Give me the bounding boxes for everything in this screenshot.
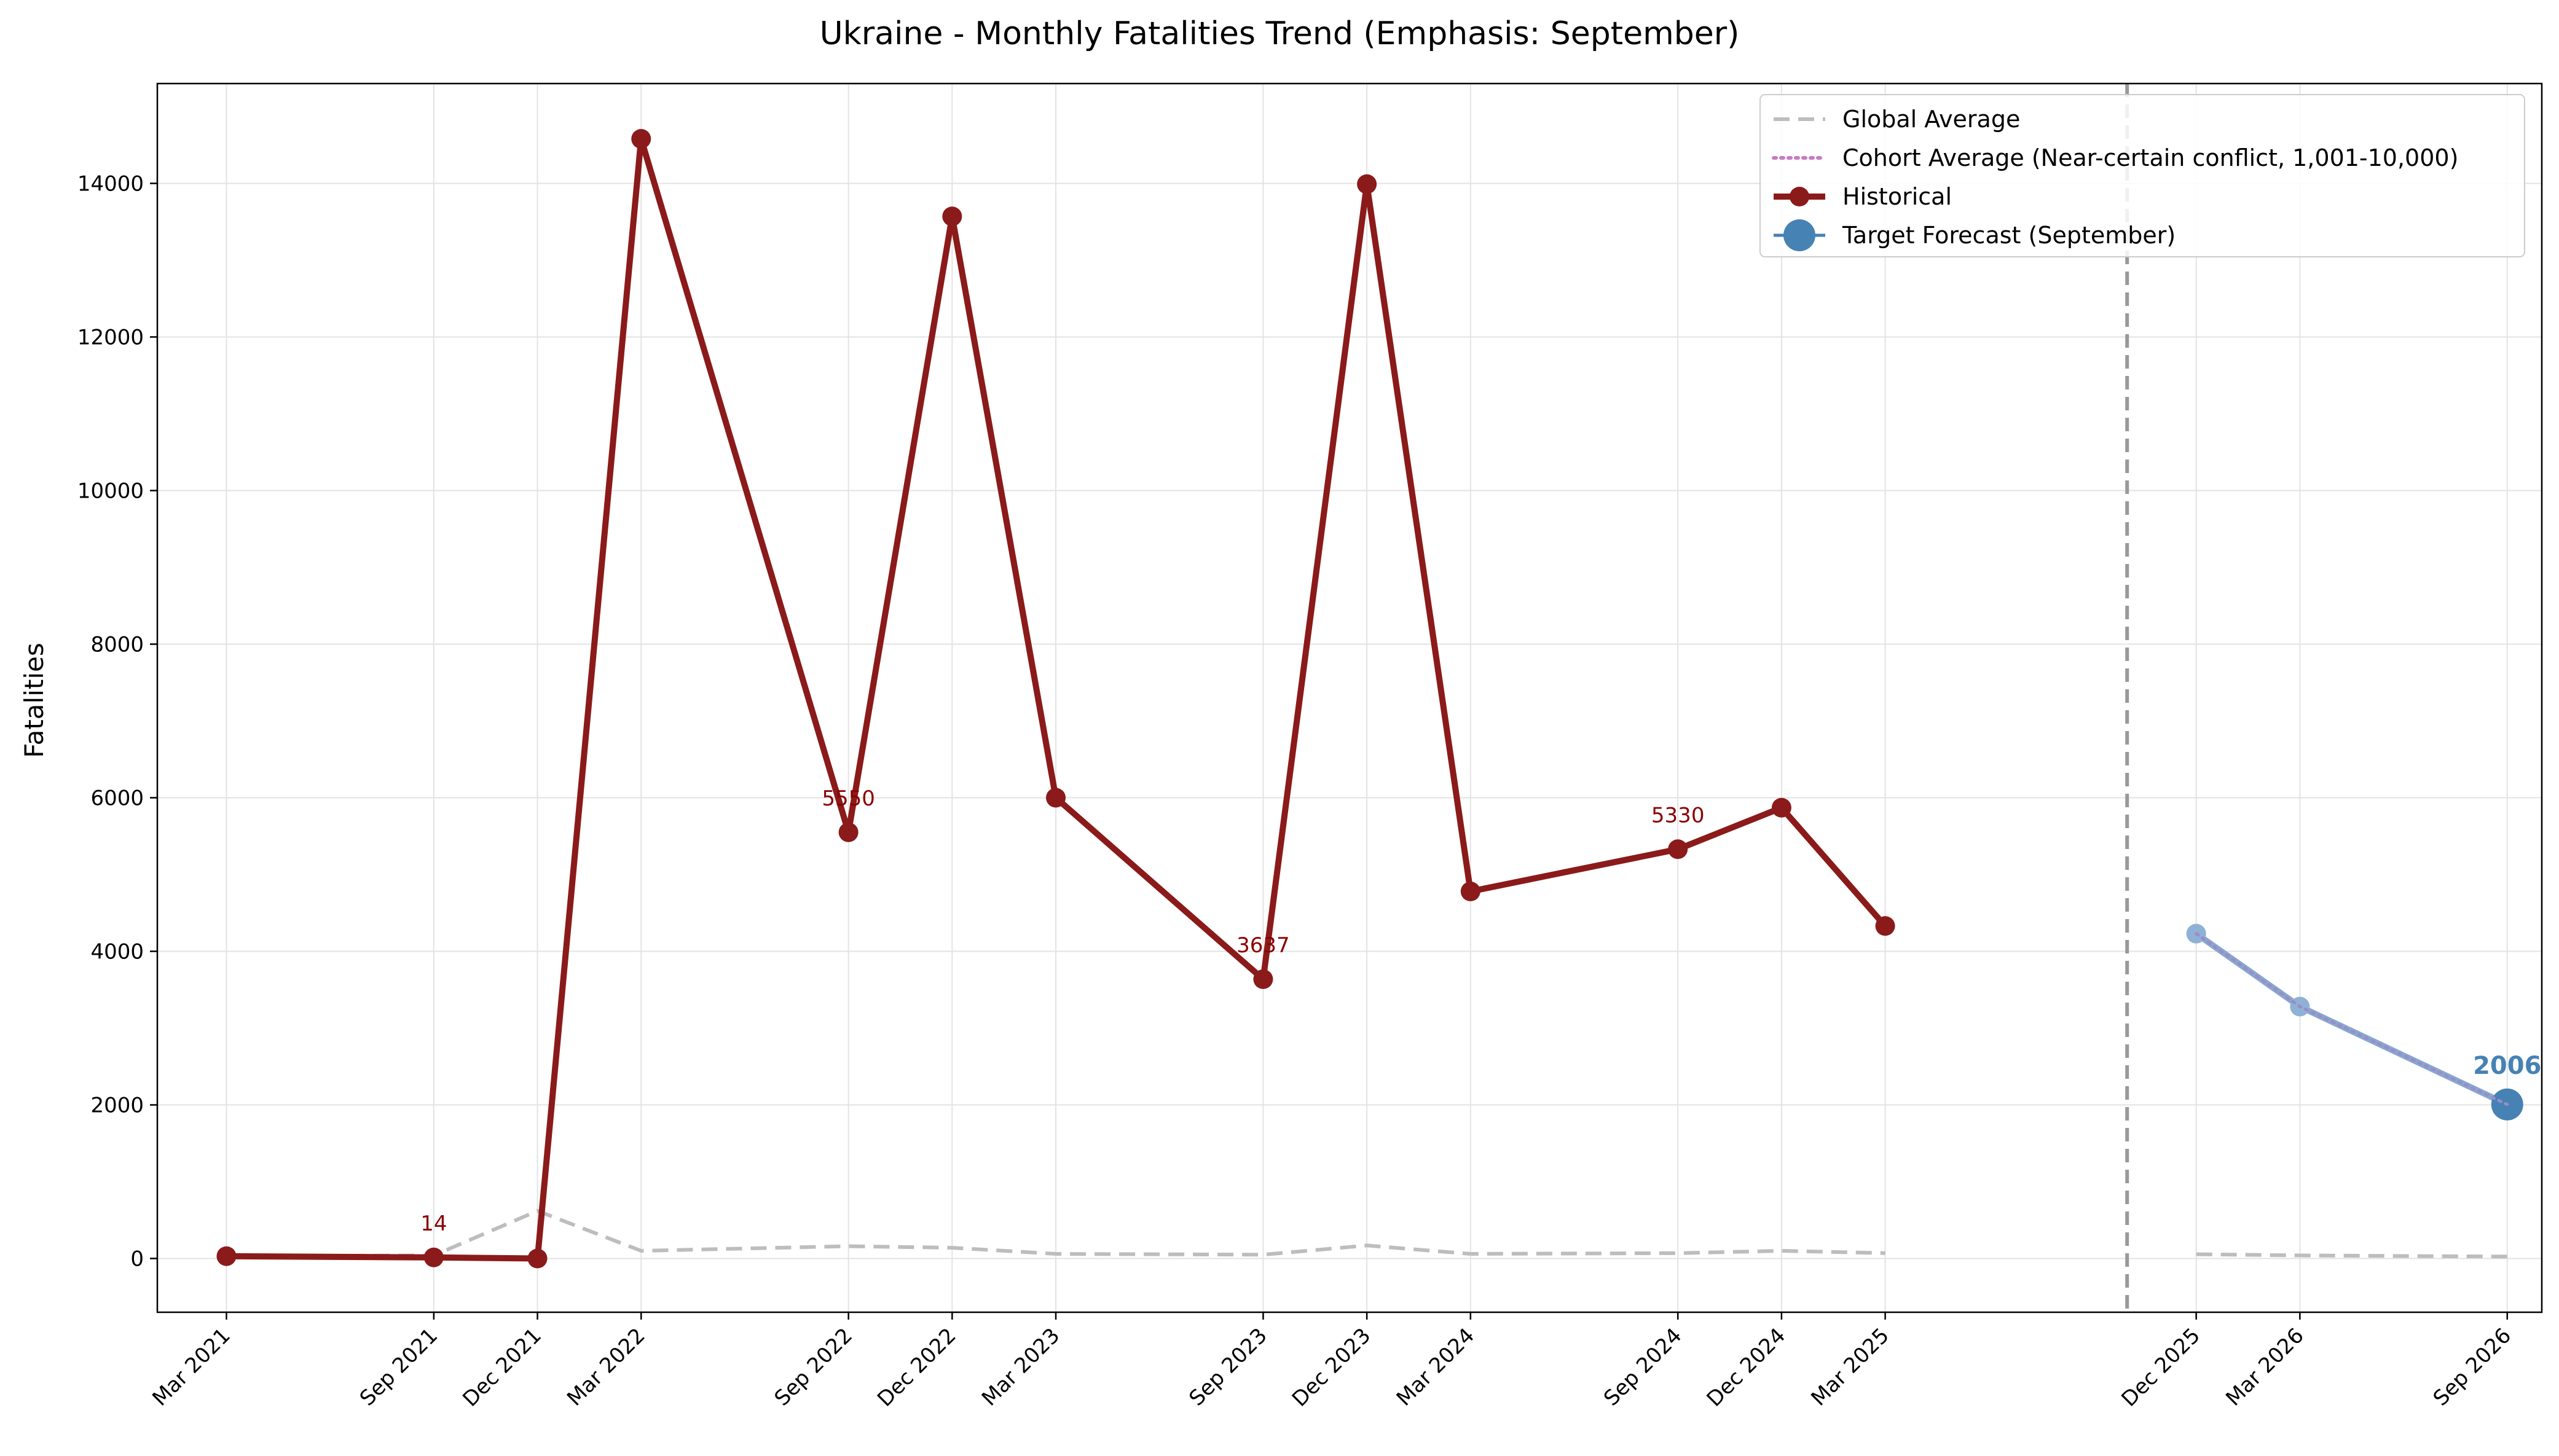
y-tick-label: 2000: [90, 1094, 144, 1118]
y-tick-label: 8000: [90, 633, 144, 657]
data-series: [216, 129, 2523, 1269]
historical-point: [1253, 969, 1273, 989]
historical-point: [1460, 882, 1480, 901]
legend-label: Target Forecast (September): [1842, 222, 2176, 249]
target-value-label: 2006: [2473, 1052, 2541, 1080]
historical-value-label: 5550: [822, 786, 875, 811]
legend: Global Average Cohort Average (Near-certa…: [1759, 94, 2525, 257]
historical-value-label: 5330: [1651, 803, 1705, 828]
global-average-line: [226, 1208, 1885, 1258]
y-tick-label: 12000: [77, 326, 144, 350]
grid-lines: [157, 84, 2542, 1312]
plot-area-frame: [156, 82, 2543, 1313]
historical-point: [1771, 797, 1791, 818]
historical-point: [1668, 839, 1688, 859]
legend-swatch-historical-marker: [1790, 187, 1809, 206]
historical-point: [631, 129, 651, 149]
historical-point: [527, 1248, 548, 1269]
y-tick-label: 6000: [90, 786, 144, 811]
legend-label: Global Average: [1842, 106, 2020, 133]
cohort-average-line: [2195, 932, 2509, 1106]
y-tick-label: 10000: [77, 479, 144, 504]
historical-value-label: 14: [420, 1211, 447, 1236]
legend-label: Cohort Average (Near-certain conflict, 1…: [1842, 144, 2458, 171]
historical-point: [1875, 916, 1895, 936]
historical-point: [1046, 788, 1066, 808]
historical-point: [1357, 174, 1377, 194]
y-tick-label: 0: [130, 1247, 144, 1272]
legend-label: Historical: [1842, 183, 1952, 210]
historical-value-label: 3637: [1236, 933, 1290, 958]
historical-point: [838, 822, 859, 842]
historical-point: [216, 1246, 237, 1266]
historical-point: [423, 1247, 444, 1267]
y-tick-label: 14000: [77, 172, 144, 197]
y-axis-title: Fatalities: [19, 643, 49, 757]
historical-point: [942, 206, 962, 227]
y-tick-label: 4000: [90, 940, 144, 965]
legend-box: [1759, 94, 2525, 257]
data-labels: 14 5550 3637 5330 2006: [420, 786, 2541, 1236]
chart-title: Ukraine - Monthly Fatalities Trend (Emph…: [820, 15, 1740, 52]
global-average-line: [2196, 1252, 2507, 1259]
legend-swatch-target-marker: [1783, 219, 1815, 251]
